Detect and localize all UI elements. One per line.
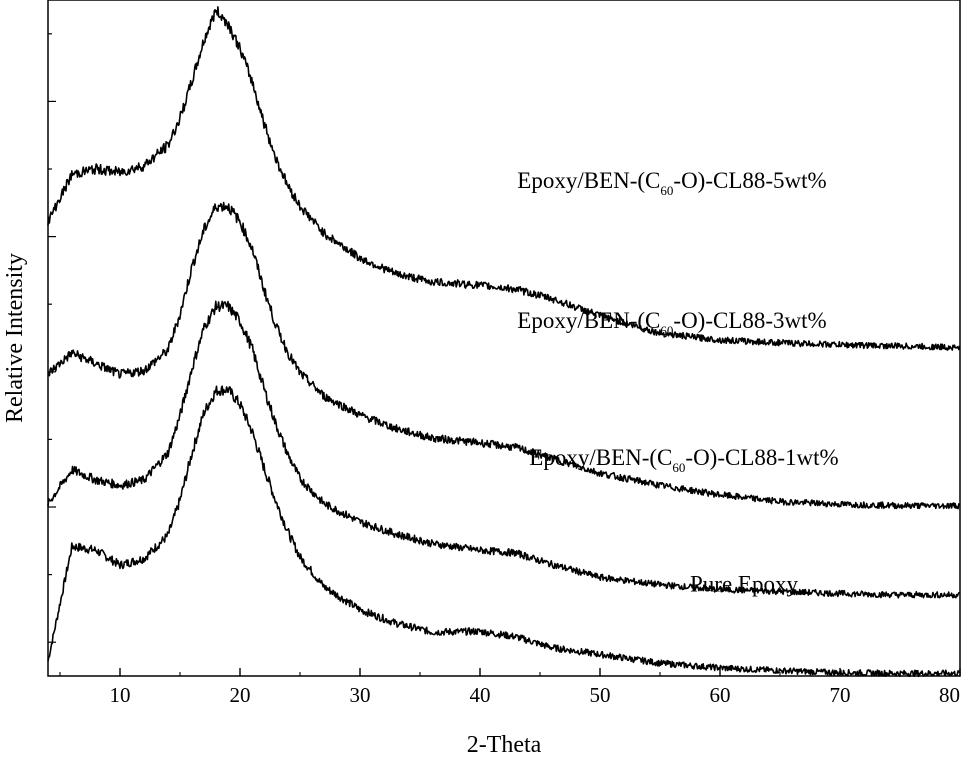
series-line-3 <box>47 6 961 351</box>
x-tick-label: 60 <box>710 683 731 707</box>
y-axis-title: Relative Intensity <box>2 253 28 423</box>
series-label-2: Epoxy/BEN-(C60-O)-CL88-3wt% <box>517 308 826 338</box>
x-tick-label: 10 <box>110 683 131 707</box>
x-tick-label: 70 <box>830 683 851 707</box>
x-tick-label: 80 <box>939 683 960 707</box>
x-tick-label: 50 <box>590 683 611 707</box>
x-tick-label: 40 <box>470 683 491 707</box>
series-label-3: Epoxy/BEN-(C60-O)-CL88-5wt% <box>517 168 826 198</box>
x-axis-title: 2-Theta <box>467 732 542 758</box>
plot-frame <box>47 0 961 677</box>
series-line-1 <box>47 300 960 599</box>
x-axis: 10 20 30 40 50 60 70 80 <box>59 668 961 707</box>
x-tick-label: 30 <box>350 683 371 707</box>
series-label-0: Pure Epoxy <box>690 572 798 597</box>
x-tick-label: 20 <box>230 683 251 707</box>
series-line-0 <box>47 385 960 678</box>
series-labels: Pure Epoxy Epoxy/BEN-(C60-O)-CL88-1wt% Epo… <box>517 168 838 597</box>
series-lines <box>47 6 961 678</box>
series-line-2 <box>47 201 961 510</box>
series-label-1: Epoxy/BEN-(C60-O)-CL88-1wt% <box>529 445 838 475</box>
